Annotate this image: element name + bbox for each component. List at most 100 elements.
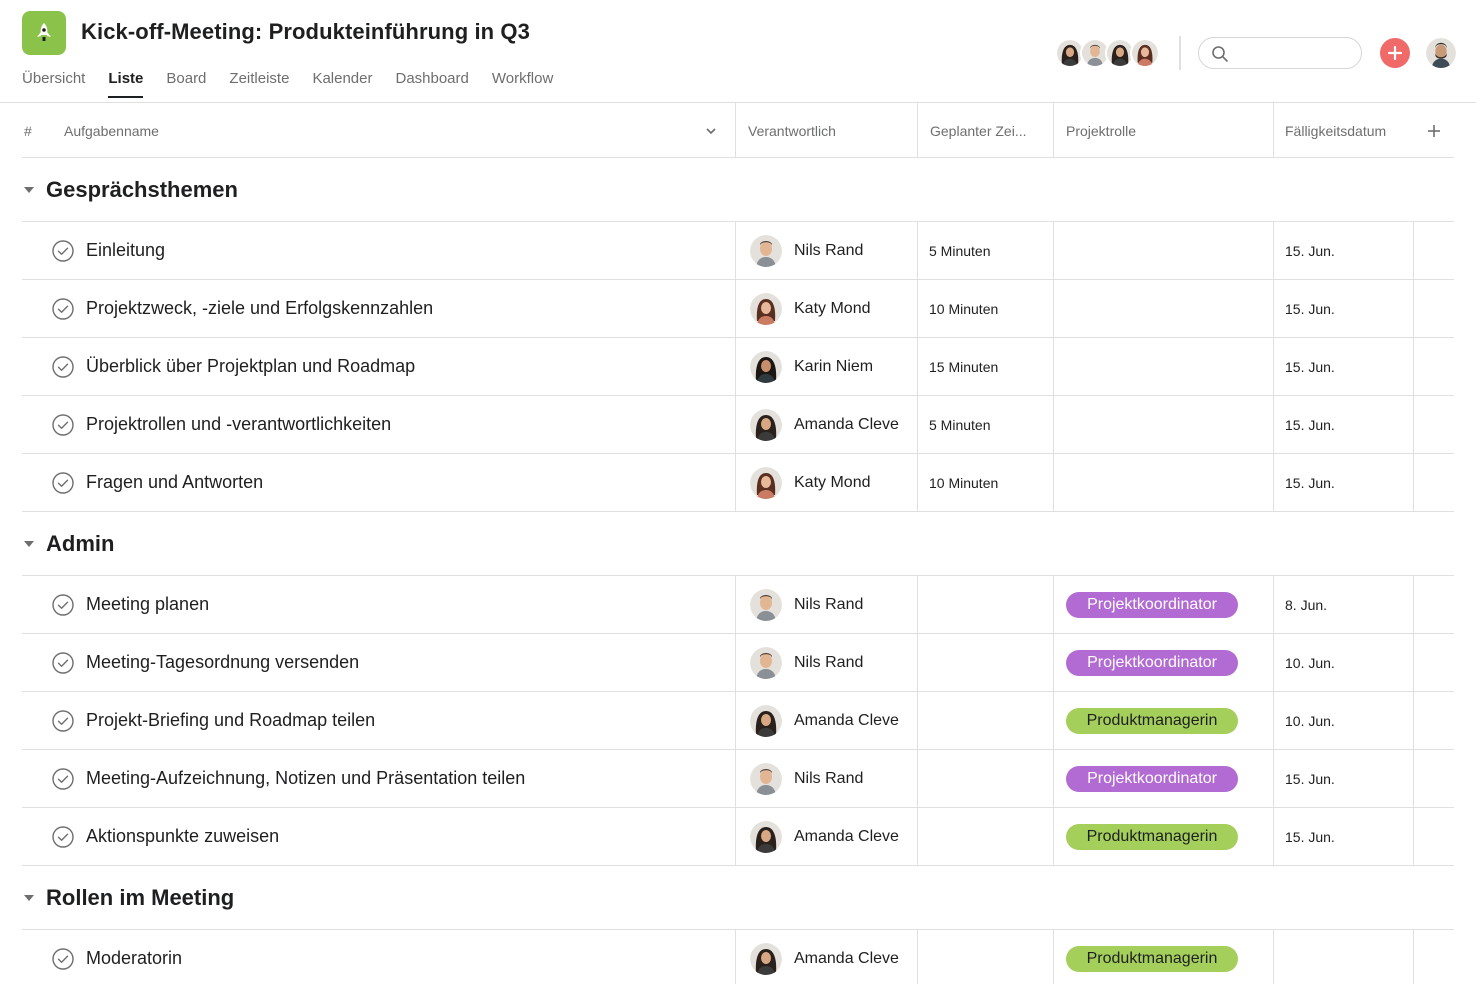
task-name-cell[interactable]: Fragen und Antworten xyxy=(22,454,735,511)
table-row[interactable]: Projektrollen und -verantwortlichkeiten … xyxy=(22,396,1454,454)
check-circle-icon[interactable] xyxy=(52,297,74,320)
due-date-cell[interactable]: 8. Jun. xyxy=(1273,576,1413,633)
task-name-cell[interactable]: Überblick über Projektplan und Roadmap xyxy=(22,338,735,395)
assignee-cell[interactable]: Nils Rand xyxy=(735,750,917,807)
planned-time-cell[interactable]: 10 Minuten xyxy=(917,280,1053,337)
section-header[interactable]: Rollen im Meeting xyxy=(22,866,1454,930)
assignee-cell[interactable]: Amanda Cleve xyxy=(735,930,917,984)
add-column-button[interactable] xyxy=(1413,103,1454,158)
project-role-cell[interactable]: Produktmanagerin xyxy=(1053,930,1273,984)
planned-time-cell[interactable] xyxy=(917,634,1053,691)
assignee-cell[interactable]: Katy Mond xyxy=(735,280,917,337)
tab-calendar[interactable]: Kalender xyxy=(312,70,373,87)
planned-time-cell[interactable] xyxy=(917,750,1053,807)
task-name-cell[interactable]: Projektzweck, -ziele und Erfolgskennzahl… xyxy=(22,280,735,337)
table-row[interactable]: Fragen und Antworten Katy Mond 10 Minute… xyxy=(22,454,1454,512)
planned-time-cell[interactable]: 5 Minuten xyxy=(917,222,1053,279)
check-circle-icon[interactable] xyxy=(52,413,74,436)
project-role-cell[interactable]: Produktmanagerin xyxy=(1053,808,1273,865)
table-row[interactable]: Meeting-Tagesordnung versenden Nils Rand… xyxy=(22,634,1454,692)
table-row[interactable]: Moderatorin Amanda Cleve Produktmanageri… xyxy=(22,930,1454,984)
caret-down-icon[interactable] xyxy=(24,894,34,901)
tab-overview[interactable]: Übersicht xyxy=(22,70,86,87)
assignee-cell[interactable]: Nils Rand xyxy=(735,576,917,633)
due-date-cell[interactable]: 15. Jun. xyxy=(1273,808,1413,865)
task-name[interactable]: Projekt-Briefing und Roadmap teilen xyxy=(86,710,376,730)
task-name[interactable]: Moderatorin xyxy=(86,948,183,968)
task-name[interactable]: Projektzweck, -ziele und Erfolgskennzahl… xyxy=(86,298,434,318)
task-name[interactable]: Einleitung xyxy=(86,240,166,260)
project-role-cell[interactable] xyxy=(1053,222,1273,279)
planned-time-cell[interactable] xyxy=(917,808,1053,865)
section-header[interactable]: Gesprächsthemen xyxy=(22,158,1454,222)
column-due-date[interactable]: Fälligkeitsdatum xyxy=(1273,103,1413,158)
tab-workflow[interactable]: Workflow xyxy=(491,70,554,87)
due-date-cell[interactable] xyxy=(1273,930,1413,984)
project-members[interactable] xyxy=(1055,38,1160,68)
due-date-cell[interactable]: 15. Jun. xyxy=(1273,280,1413,337)
project-role-cell[interactable]: Projektkoordinator xyxy=(1053,576,1273,633)
task-name-cell[interactable]: Aktionspunkte zuweisen xyxy=(22,808,735,865)
due-date-cell[interactable]: 15. Jun. xyxy=(1273,454,1413,511)
caret-down-icon[interactable] xyxy=(24,186,34,193)
column-planned-time[interactable]: Geplanter Zei... xyxy=(917,103,1053,158)
task-name-cell[interactable]: Projekt-Briefing und Roadmap teilen xyxy=(22,692,735,749)
task-name-cell[interactable]: Meeting-Tagesordnung versenden xyxy=(22,634,735,691)
project-role-cell[interactable]: Projektkoordinator xyxy=(1053,634,1273,691)
task-name[interactable]: Meeting-Tagesordnung versenden xyxy=(86,652,360,672)
planned-time-cell[interactable] xyxy=(917,576,1053,633)
planned-time-cell[interactable]: 10 Minuten xyxy=(917,454,1053,511)
column-assignee[interactable]: Verantwortlich xyxy=(735,103,917,158)
assignee-cell[interactable]: Katy Mond xyxy=(735,454,917,511)
task-name-cell[interactable]: Moderatorin xyxy=(22,930,735,984)
tab-timeline[interactable]: Zeitleiste xyxy=(229,70,290,87)
project-role-cell[interactable] xyxy=(1053,396,1273,453)
task-name[interactable]: Aktionspunkte zuweisen xyxy=(86,826,280,846)
assignee-cell[interactable]: Amanda Cleve xyxy=(735,396,917,453)
due-date-cell[interactable]: 15. Jun. xyxy=(1273,222,1413,279)
table-row[interactable]: Meeting-Aufzeichnung, Notizen und Präsen… xyxy=(22,750,1454,808)
check-circle-icon[interactable] xyxy=(52,767,74,790)
due-date-cell[interactable]: 15. Jun. xyxy=(1273,396,1413,453)
task-name-cell[interactable]: Einleitung xyxy=(22,222,735,279)
task-name[interactable]: Fragen und Antworten xyxy=(86,472,264,492)
tab-board[interactable]: Board xyxy=(166,70,207,87)
project-role-cell[interactable] xyxy=(1053,338,1273,395)
table-row[interactable]: Aktionspunkte zuweisen Amanda Cleve Prod… xyxy=(22,808,1454,866)
task-name[interactable]: Meeting-Aufzeichnung, Notizen und Präsen… xyxy=(86,768,526,788)
task-name[interactable]: Projektrollen und -verantwortlichkeiten xyxy=(86,414,392,434)
project-role-cell[interactable]: Produktmanagerin xyxy=(1053,692,1273,749)
tab-dashboard[interactable]: Dashboard xyxy=(395,70,469,87)
due-date-cell[interactable]: 10. Jun. xyxy=(1273,692,1413,749)
due-date-cell[interactable]: 15. Jun. xyxy=(1273,750,1413,807)
assignee-cell[interactable]: Nils Rand xyxy=(735,634,917,691)
check-circle-icon[interactable] xyxy=(52,709,74,732)
chevron-down-icon[interactable] xyxy=(705,125,717,137)
assignee-cell[interactable]: Amanda Cleve xyxy=(735,692,917,749)
project-role-cell[interactable] xyxy=(1053,454,1273,511)
check-circle-icon[interactable] xyxy=(52,593,74,616)
column-task-name[interactable]: Aufgabenname xyxy=(64,103,735,158)
task-name[interactable]: Meeting planen xyxy=(86,594,210,614)
table-row[interactable]: Projektzweck, -ziele und Erfolgskennzahl… xyxy=(22,280,1454,338)
check-circle-icon[interactable] xyxy=(52,651,74,674)
check-circle-icon[interactable] xyxy=(52,947,74,970)
add-button[interactable] xyxy=(1380,38,1410,68)
check-circle-icon[interactable] xyxy=(52,355,74,378)
planned-time-cell[interactable]: 5 Minuten xyxy=(917,396,1053,453)
task-name[interactable]: Überblick über Projektplan und Roadmap xyxy=(86,356,416,376)
check-circle-icon[interactable] xyxy=(52,825,74,848)
assignee-cell[interactable]: Nils Rand xyxy=(735,222,917,279)
table-row[interactable]: Projekt-Briefing und Roadmap teilen Aman… xyxy=(22,692,1454,750)
table-row[interactable]: Einleitung Nils Rand 5 Minuten 15. Jun. xyxy=(22,222,1454,280)
assignee-cell[interactable]: Karin Niem xyxy=(735,338,917,395)
task-name-cell[interactable]: Meeting-Aufzeichnung, Notizen und Präsen… xyxy=(22,750,735,807)
check-circle-icon[interactable] xyxy=(52,471,74,494)
tab-list[interactable]: Liste xyxy=(108,70,144,98)
check-circle-icon[interactable] xyxy=(52,239,74,262)
task-name-cell[interactable]: Meeting planen xyxy=(22,576,735,633)
section-header[interactable]: Admin xyxy=(22,512,1454,576)
project-role-cell[interactable] xyxy=(1053,280,1273,337)
due-date-cell[interactable]: 15. Jun. xyxy=(1273,338,1413,395)
project-role-cell[interactable]: Projektkoordinator xyxy=(1053,750,1273,807)
